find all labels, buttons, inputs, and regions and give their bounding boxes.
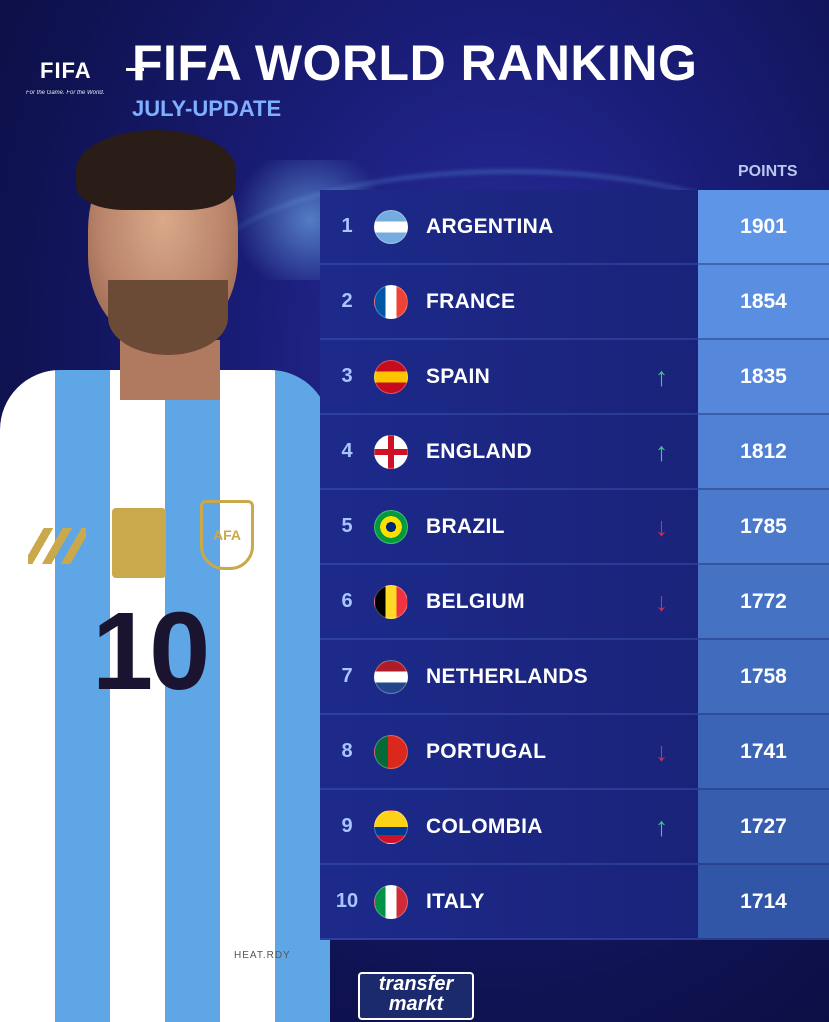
country-name: SPAIN — [426, 364, 491, 388]
ranking-row-main: 10 ITALY — [320, 865, 698, 940]
ranking-row-main: 6 BELGIUM ↓ — [320, 565, 698, 640]
points-value: 1714 — [698, 865, 829, 940]
transfermarkt-logo: transfer markt — [358, 972, 474, 1020]
ranking-row: 10 ITALY 1714 — [320, 865, 829, 940]
points-value: 1741 — [698, 715, 829, 790]
points-value: 1835 — [698, 340, 829, 415]
points-value: 1785 — [698, 490, 829, 565]
country-name: FRANCE — [426, 289, 516, 313]
ranking-row: 1 ARGENTINA 1901 — [320, 190, 829, 265]
ranking-table: 1 ARGENTINA 1901 2 FRANCE 1854 3 SPAIN ↑ 1835 4 ENG… — [320, 190, 829, 940]
ranking-row: 2 FRANCE 1854 — [320, 265, 829, 340]
rank-number: 6 — [341, 590, 353, 612]
background-arc — [200, 170, 820, 390]
logo-divider — [126, 68, 144, 71]
ranking-row-main: 7 NETHERLANDS — [320, 640, 698, 715]
points-value: 1901 — [698, 190, 829, 265]
trend-down-icon: ↓ — [655, 736, 668, 766]
shirt-number: 10 — [92, 590, 210, 713]
ranking-row: 3 SPAIN ↑ 1835 — [320, 340, 829, 415]
ranking-row: 9 COLOMBIA ↑ 1727 — [320, 790, 829, 865]
transfermarkt-logo-line2: markt — [388, 993, 444, 1015]
flag-icon — [374, 584, 408, 619]
fifa-logo: FIFA For the Game. For the World. — [26, 58, 144, 96]
rank-number: 5 — [341, 515, 353, 537]
ranking-row: 7 NETHERLANDS 1758 — [320, 640, 829, 715]
rank-number: 7 — [341, 665, 353, 687]
country-name: NETHERLANDS — [426, 664, 588, 688]
points-value: 1812 — [698, 415, 829, 490]
ranking-row-main: 5 BRAZIL ↓ — [320, 490, 698, 565]
player-beard — [108, 280, 228, 355]
flag-icon — [374, 809, 408, 844]
rank-number: 4 — [341, 440, 353, 462]
country-name: BELGIUM — [426, 589, 525, 613]
flag-icon — [374, 434, 408, 469]
flag-icon — [374, 884, 408, 919]
rank-number: 9 — [341, 815, 353, 837]
player-image: AFA 10 HEAT.RDY — [0, 130, 330, 1022]
trend-up-icon: ↑ — [655, 436, 668, 466]
ranking-row-main: 4 ENGLAND ↑ — [320, 415, 698, 490]
country-name: ENGLAND — [426, 439, 532, 463]
rank-number: 8 — [341, 740, 353, 762]
kit-brand-icon — [28, 528, 86, 564]
ranking-row-main: 9 COLOMBIA ↑ — [320, 790, 698, 865]
country-name: ARGENTINA — [426, 214, 554, 238]
ranking-row: 6 BELGIUM ↓ 1772 — [320, 565, 829, 640]
trend-up-icon: ↑ — [655, 361, 668, 391]
ranking-row-main: 3 SPAIN ↑ — [320, 340, 698, 415]
flag-icon — [374, 509, 408, 544]
kit-label: HEAT.RDY — [234, 950, 291, 961]
points-value: 1772 — [698, 565, 829, 640]
ranking-row-main: 8 PORTUGAL ↓ — [320, 715, 698, 790]
flag-icon — [374, 659, 408, 694]
trend-down-icon: ↓ — [655, 511, 668, 541]
rank-number: 10 — [335, 890, 359, 912]
country-name: BRAZIL — [426, 514, 505, 538]
player-shirt — [0, 370, 330, 1022]
points-column-header: POINTS — [738, 163, 798, 180]
country-name: COLOMBIA — [426, 814, 543, 838]
transfermarkt-logo-line1: transfer — [378, 973, 454, 995]
ranking-row-main: 1 ARGENTINA — [320, 190, 698, 265]
player-hair — [76, 130, 236, 210]
rank-number: 3 — [341, 365, 353, 387]
flag-icon — [374, 209, 408, 244]
country-name: PORTUGAL — [426, 739, 547, 763]
rank-number: 1 — [341, 215, 353, 237]
country-name: ITALY — [426, 889, 485, 913]
champion-badge-icon — [112, 508, 166, 578]
fifa-tagline: For the Game. For the World. — [26, 90, 105, 96]
ranking-row: 8 PORTUGAL ↓ 1741 — [320, 715, 829, 790]
trend-down-icon: ↓ — [655, 586, 668, 616]
points-value: 1727 — [698, 790, 829, 865]
points-value: 1758 — [698, 640, 829, 715]
fifa-logo-mark: FIFA — [40, 58, 92, 83]
flag-icon — [374, 284, 408, 319]
ranking-row: 5 BRAZIL ↓ 1785 — [320, 490, 829, 565]
ranking-row: 4 ENGLAND ↑ 1812 — [320, 415, 829, 490]
afa-crest-icon: AFA — [200, 500, 254, 570]
flag-icon — [374, 734, 408, 769]
page-title: FIFA WORLD RANKING — [132, 35, 698, 91]
trend-up-icon: ↑ — [655, 811, 668, 841]
points-value: 1854 — [698, 265, 829, 340]
ranking-row-main: 2 FRANCE — [320, 265, 698, 340]
flag-icon — [374, 359, 408, 394]
page-subtitle: JULY-UPDATE — [132, 96, 282, 121]
rank-number: 2 — [341, 290, 353, 312]
